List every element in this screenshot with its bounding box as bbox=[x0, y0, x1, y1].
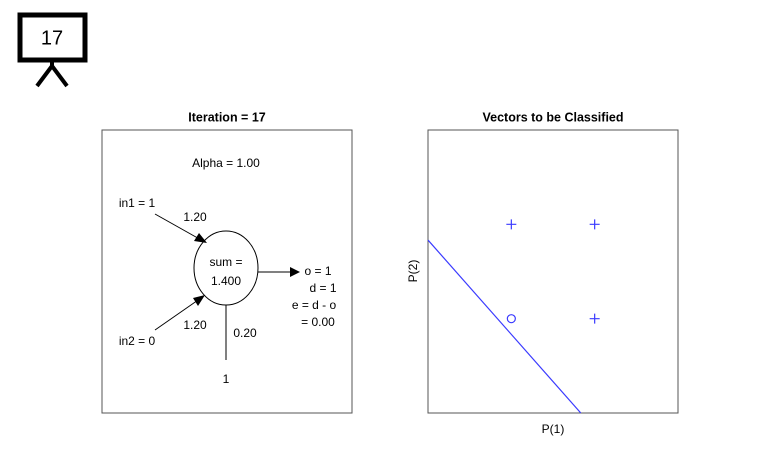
target: d = 1 bbox=[309, 281, 336, 295]
weight-label: 0.20 bbox=[233, 326, 257, 340]
point bbox=[589, 313, 600, 324]
arrowhead bbox=[290, 267, 300, 277]
alpha: Alpha = 1.00 bbox=[192, 156, 260, 170]
error-value: = 0.00 bbox=[301, 315, 335, 329]
decision-boundary bbox=[427, 239, 582, 414]
y-axis-label: P(2) bbox=[406, 260, 420, 283]
easel-leg bbox=[50, 64, 69, 88]
input-label: in2 = 0 bbox=[119, 334, 156, 348]
scatter-chart: Vectors to be Classified P(1) P(2) bbox=[406, 110, 679, 436]
weight-label: 1.20 bbox=[183, 318, 207, 332]
x-axis-label: P(1) bbox=[542, 422, 565, 436]
slide-number: 17 bbox=[41, 27, 63, 49]
arrowhead bbox=[193, 295, 205, 306]
chart-title: Vectors to be Classified bbox=[482, 110, 623, 124]
point bbox=[506, 219, 517, 230]
output: o = 1 bbox=[304, 264, 331, 278]
arrowhead bbox=[194, 233, 207, 243]
plot-frame bbox=[427, 129, 679, 414]
weight-label: 1.20 bbox=[183, 210, 207, 224]
input-label: in1 = 1 bbox=[119, 196, 156, 210]
perceptron-diagram: Iteration = 17 Alpha = 1.00 in1 = 1 1.20… bbox=[101, 110, 353, 414]
bias-input: 1 bbox=[223, 372, 230, 386]
arrow bbox=[154, 297, 202, 331]
slide-icon: 17 bbox=[17, 12, 88, 88]
point bbox=[506, 314, 516, 324]
error-formula: e = d - o bbox=[292, 298, 337, 312]
diagram-frame bbox=[101, 129, 353, 414]
node-label: sum = bbox=[209, 255, 242, 269]
easel-leg bbox=[35, 64, 54, 88]
node-value: 1.400 bbox=[211, 274, 241, 288]
diagram-title: Iteration = 17 bbox=[188, 110, 266, 124]
arrow bbox=[154, 213, 204, 242]
point bbox=[589, 219, 600, 230]
